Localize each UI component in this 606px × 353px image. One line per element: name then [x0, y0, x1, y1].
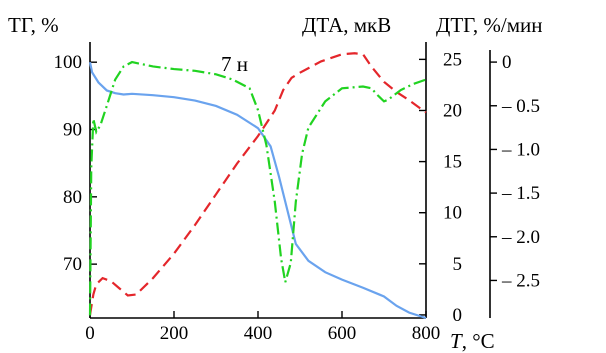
dta-tick-label: 10	[443, 203, 462, 224]
dtg-curve	[88, 60, 427, 316]
dtg-tick-label: – 0.5	[501, 96, 540, 117]
x-tick-label: 800	[412, 323, 441, 344]
tg-tick-label: 90	[63, 120, 82, 141]
dta-axis-title: ДТА, мкВ	[302, 13, 391, 37]
dtg-tick-label: – 2.5	[501, 270, 540, 291]
dtg-tick-label: – 1.0	[501, 139, 540, 160]
dtg-axis-title: ДТГ, %/мин	[436, 13, 543, 37]
tg-tick-label: 80	[63, 187, 82, 208]
dta-curve	[88, 52, 427, 316]
x-tick-label: 200	[160, 323, 189, 344]
x-axis-variable: T	[450, 329, 463, 353]
dta-tick-label: 0	[453, 305, 463, 326]
x-tick-label: 600	[328, 323, 357, 344]
dtg-tick-label: – 1.5	[501, 183, 540, 204]
x-axis-unit: , °C	[462, 329, 495, 353]
tg-tick-label: 100	[54, 52, 83, 73]
x-tick-label: 0	[85, 323, 95, 344]
dta-tick-label: 25	[443, 49, 462, 70]
tg-curve	[88, 61, 427, 320]
x-axis-title: T, °C	[450, 329, 495, 353]
dtg-tick-label: 0	[502, 52, 512, 73]
dta-tick-label: 5	[453, 254, 463, 275]
dta-tick-label: 20	[443, 100, 462, 121]
sample-annotation: 7 н	[221, 52, 248, 76]
x-tick-label: 400	[244, 323, 273, 344]
dta-tick-label: 15	[443, 152, 462, 173]
dtg-tick-label: – 2.0	[501, 227, 540, 248]
tg-tick-label: 70	[63, 254, 82, 275]
tg-axis-title: ТГ, %	[8, 13, 59, 37]
